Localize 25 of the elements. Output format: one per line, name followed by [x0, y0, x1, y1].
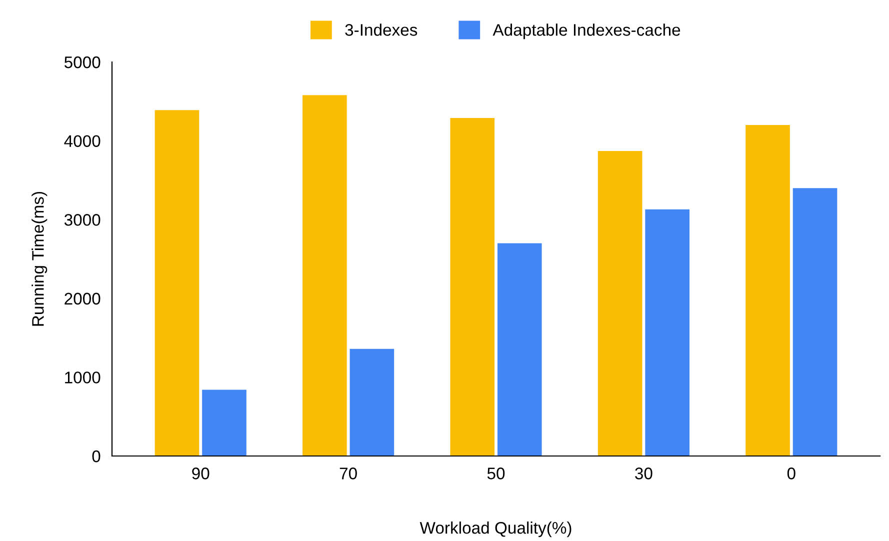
bar: [450, 118, 495, 456]
y-tick-label: 3000: [64, 214, 100, 226]
x-axis-title: Workload Quality(%): [420, 522, 572, 538]
bar: [598, 151, 642, 456]
x-tick-label: 30: [635, 468, 652, 480]
y-tick-label: 4000: [64, 135, 100, 148]
x-tick-label: 50: [487, 468, 505, 480]
x-tick-label: 70: [340, 468, 357, 480]
bar: [302, 95, 347, 456]
bar: [154, 110, 200, 456]
y-axis-title: Running Time(ms): [32, 192, 48, 326]
y-tick-label: 0: [92, 450, 100, 462]
bar: [350, 348, 394, 456]
y-tick-label: 2000: [64, 292, 100, 305]
y-tick-label: 1000: [65, 372, 100, 384]
legend-label: Adaptable Indexes-cache: [492, 24, 680, 40]
y-tick-label: 5000: [64, 56, 100, 68]
bar: [497, 243, 542, 456]
bar: [645, 209, 690, 456]
x-tick-label: 0: [787, 468, 796, 480]
bar: [746, 125, 790, 456]
legend-label: 3-Indexes: [345, 24, 418, 36]
x-tick-label: 90: [192, 468, 210, 480]
bar: [202, 390, 246, 456]
bar: [792, 188, 838, 456]
